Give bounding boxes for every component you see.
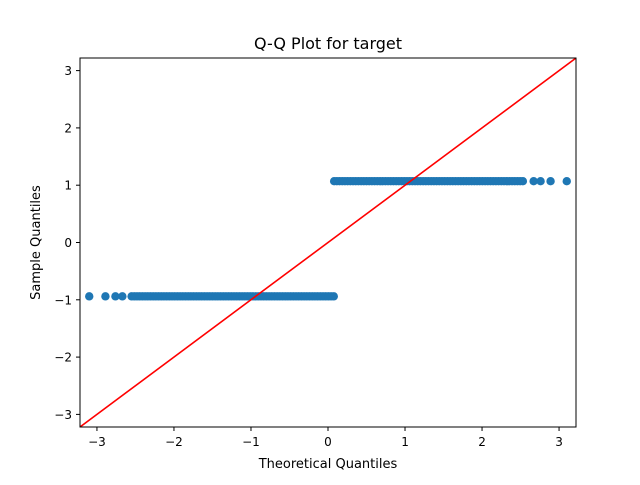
x-axis-ticks: −3 −2 −1 0 1 2 3 — [88, 427, 563, 449]
x-tick-label: 1 — [401, 435, 409, 449]
y-tick-label: −2 — [54, 351, 72, 365]
y-tick-label: −1 — [54, 293, 72, 307]
x-tick-label: −2 — [165, 435, 183, 449]
data-point — [118, 292, 127, 301]
data-point — [101, 292, 110, 301]
data-point — [546, 176, 555, 186]
x-tick-label: 0 — [324, 435, 332, 449]
x-tick-label: 2 — [478, 435, 486, 449]
reference-line — [80, 58, 576, 427]
data-point — [329, 292, 338, 301]
y-axis-ticks: −3 −2 −1 0 1 2 3 — [54, 64, 80, 422]
x-tick-label: −3 — [88, 435, 106, 449]
plot-area — [80, 58, 576, 427]
x-axis-label: Theoretical Quantiles — [258, 457, 398, 472]
data-point — [111, 292, 120, 301]
data-point — [85, 292, 94, 301]
y-tick-label: 2 — [64, 121, 72, 135]
data-point — [536, 176, 545, 186]
y-tick-label: 1 — [64, 179, 72, 193]
data-point — [562, 176, 571, 186]
x-tick-label: 3 — [555, 435, 563, 449]
y-tick-label: 0 — [64, 236, 72, 250]
x-tick-label: −1 — [242, 435, 260, 449]
y-axis-label: Sample Quantiles — [29, 185, 44, 300]
y-tick-label: −3 — [54, 408, 72, 422]
chart-title: Q-Q Plot for target — [254, 34, 402, 53]
y-tick-label: 3 — [64, 64, 72, 78]
data-point — [529, 176, 538, 186]
data-point — [518, 176, 528, 186]
